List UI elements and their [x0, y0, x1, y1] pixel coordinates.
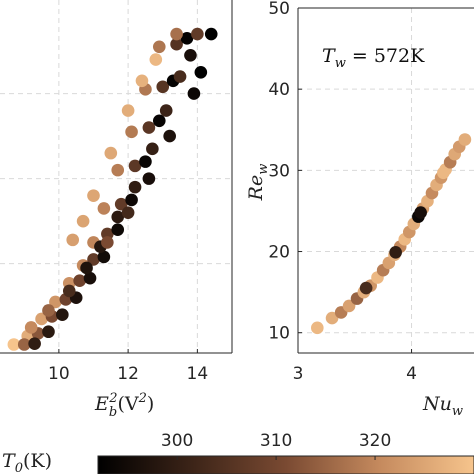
- x-tick-label: 10: [48, 364, 70, 384]
- colorbar-tick-label: 320: [359, 431, 391, 451]
- scatter-point: [163, 129, 176, 143]
- left-x-axis-label: Eb2(V2): [94, 391, 154, 420]
- scatter-point: [101, 236, 114, 249]
- left-scatter-points: [7, 27, 218, 351]
- scatter-point: [187, 87, 201, 100]
- y-tick-label: 10: [268, 324, 290, 344]
- scatter-point: [180, 31, 194, 45]
- scatter-point: [311, 321, 324, 335]
- scatter-point: [146, 142, 159, 156]
- x-tick-label: 4: [406, 364, 417, 384]
- scatter-point: [170, 37, 183, 51]
- colorbar-label: T0(K): [2, 450, 52, 474]
- scatter-point: [128, 180, 142, 194]
- scatter-point: [111, 210, 125, 224]
- scatter-point: [17, 338, 31, 351]
- right-ticks: 3 4 10 20 30 40 50: [268, 0, 417, 384]
- scatter-point: [194, 66, 208, 79]
- scatter-point: [342, 299, 356, 313]
- scatter-point: [458, 133, 472, 146]
- y-tick-label: 20: [268, 243, 290, 263]
- scatter-point: [149, 53, 163, 66]
- scatter-point: [111, 163, 125, 177]
- scatter-point: [97, 250, 111, 264]
- scatter-point: [152, 114, 166, 128]
- scatter-point: [87, 253, 100, 266]
- scatter-point: [135, 74, 149, 88]
- scatter-point: [414, 206, 427, 219]
- colorbar-tick-label: 310: [260, 431, 292, 451]
- y-tick-label: 40: [268, 80, 290, 100]
- x-tick-label: 3: [293, 364, 304, 384]
- scatter-point: [97, 202, 111, 215]
- scatter-point: [184, 48, 197, 62]
- right-scatter-points: [311, 133, 472, 335]
- scatter-point: [159, 104, 173, 117]
- scatter-point: [35, 312, 48, 326]
- scatter-point: [104, 146, 118, 160]
- x-tick-label: 14: [187, 364, 209, 384]
- scatter-point: [28, 337, 41, 350]
- scatter-point: [156, 80, 170, 94]
- scatter-point: [111, 223, 125, 236]
- scatter-point: [80, 261, 93, 275]
- scatter-point: [125, 125, 138, 139]
- left-grid: [0, 0, 232, 353]
- right-plot: 3 4 10 20 30 40 50 Tw = 572K Rew Nuw: [245, 0, 474, 419]
- colorbar-ticks: 300 310 320: [161, 431, 391, 460]
- scatter-point: [66, 233, 80, 247]
- y-tick-label: 50: [268, 0, 290, 19]
- scatter-point: [389, 246, 402, 259]
- scatter-point: [49, 295, 62, 309]
- scatter-point: [128, 159, 142, 173]
- colorbar-gradient: [97, 455, 474, 474]
- scatter-point: [76, 214, 90, 228]
- colorbar-tick-label: 300: [161, 431, 193, 451]
- colorbar: T0(K) 300 310 320: [2, 431, 474, 474]
- scatter-point: [142, 121, 156, 134]
- left-plot: 10 12 14 Eb2(V2): [0, 0, 233, 420]
- scatter-point: [83, 271, 97, 285]
- y-tick-label: 30: [268, 161, 290, 181]
- scatter-point: [191, 27, 204, 41]
- scatter-point: [114, 197, 128, 211]
- scatter-point: [42, 325, 55, 339]
- right-x-axis-label: Nuw: [422, 393, 463, 419]
- scatter-point: [152, 40, 166, 54]
- scatter-point: [359, 281, 373, 295]
- scatter-point: [24, 321, 38, 334]
- scatter-point: [62, 284, 76, 298]
- scatter-point: [73, 274, 86, 287]
- scatter-point: [87, 189, 100, 202]
- annotation-wall-temperature: Tw = 572K: [322, 45, 425, 71]
- scatter-point: [125, 193, 138, 207]
- scatter-point: [121, 104, 135, 117]
- scatter-point: [121, 206, 135, 219]
- right-y-axis-label: Rew: [245, 164, 271, 202]
- scatter-point: [437, 166, 450, 180]
- x-tick-label: 12: [117, 364, 139, 384]
- left-x-ticks: 10 12 14: [48, 349, 208, 384]
- scatter-point: [139, 155, 152, 168]
- scatter-point: [325, 311, 339, 325]
- scatter-point: [173, 70, 187, 83]
- scatter-point: [204, 27, 218, 41]
- scatter-point: [142, 172, 156, 185]
- scatter-point: [7, 338, 21, 351]
- scatter-point: [56, 308, 69, 322]
- scatter-point: [170, 27, 183, 41]
- scatter-point: [42, 304, 55, 317]
